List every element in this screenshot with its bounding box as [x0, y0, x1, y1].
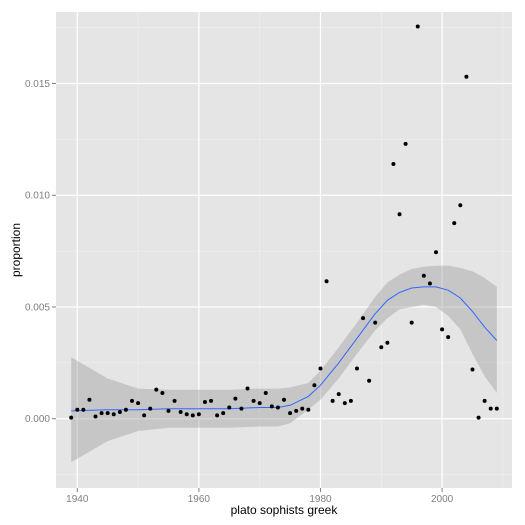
data-point — [269, 404, 274, 409]
data-point — [105, 411, 110, 416]
data-point — [87, 397, 92, 402]
data-points — [69, 24, 499, 420]
data-point — [336, 392, 341, 397]
y-axis-ticks: 0.000 0.005 0.010 0.015 — [25, 79, 56, 425]
data-point — [421, 273, 426, 278]
data-point — [196, 412, 201, 417]
data-point — [136, 401, 141, 406]
x-tick-label: 1960 — [188, 494, 211, 505]
data-point — [245, 386, 250, 391]
data-point — [342, 401, 347, 406]
data-point — [427, 281, 432, 286]
y-tick-label: 0.010 — [25, 191, 50, 202]
data-point — [202, 399, 207, 404]
data-point — [300, 406, 305, 411]
data-point — [75, 407, 80, 412]
data-point — [434, 250, 438, 255]
data-point — [397, 212, 402, 217]
data-point — [440, 327, 445, 332]
x-tick-label: 2000 — [431, 494, 454, 505]
data-point — [184, 412, 189, 417]
data-point — [348, 398, 353, 403]
x-tick-label: 1940 — [66, 494, 89, 505]
data-point — [257, 401, 262, 406]
data-point — [275, 405, 280, 410]
data-point — [464, 74, 469, 79]
data-point — [209, 398, 214, 403]
data-point — [403, 141, 408, 146]
data-point — [130, 398, 134, 403]
x-tick-label: 1980 — [309, 494, 332, 505]
plot-panel — [56, 12, 512, 488]
data-point — [93, 414, 98, 419]
data-point — [379, 345, 384, 350]
data-point — [330, 398, 335, 403]
data-point — [318, 366, 323, 371]
data-point — [69, 415, 74, 420]
data-point — [494, 406, 499, 411]
x-axis-ticks: 1940 1960 1980 2000 — [66, 488, 454, 505]
data-point — [166, 408, 171, 413]
data-point — [178, 410, 183, 415]
data-point — [312, 383, 317, 388]
data-point — [488, 406, 493, 411]
data-point — [354, 366, 359, 371]
data-point — [148, 406, 153, 411]
data-point — [117, 410, 122, 415]
data-point — [409, 320, 414, 325]
data-point — [227, 405, 232, 410]
data-point — [361, 316, 366, 321]
data-point — [221, 411, 226, 416]
data-point — [482, 398, 487, 403]
y-tick-label: 0.015 — [25, 79, 50, 90]
data-point — [385, 340, 390, 345]
data-point — [123, 407, 128, 412]
data-point — [324, 279, 329, 284]
data-point — [111, 412, 116, 417]
data-point — [215, 413, 220, 418]
data-point — [367, 378, 372, 383]
data-point — [458, 203, 463, 208]
y-tick-label: 0.005 — [25, 302, 50, 313]
data-point — [160, 391, 165, 396]
data-point — [282, 397, 286, 402]
y-tick-label: 0.000 — [25, 414, 50, 425]
data-point — [172, 398, 177, 403]
confidence-ribbon — [71, 265, 497, 463]
data-point — [251, 398, 256, 403]
data-point — [190, 413, 195, 418]
data-point — [391, 161, 396, 166]
data-point — [373, 320, 378, 325]
data-point — [294, 408, 299, 413]
data-point — [154, 387, 159, 392]
data-point — [233, 396, 238, 401]
data-point — [452, 221, 457, 226]
smooth-trend-line — [71, 286, 498, 412]
data-point — [476, 415, 481, 420]
y-axis-title: proportion — [9, 223, 23, 277]
data-point — [142, 413, 147, 418]
data-point — [81, 407, 86, 412]
data-point — [288, 411, 293, 416]
x-axis-title: plato sophists greek — [231, 503, 339, 517]
data-point — [239, 406, 244, 411]
data-point — [470, 367, 475, 372]
data-point — [263, 391, 268, 396]
data-point — [446, 335, 451, 340]
data-point — [415, 24, 420, 29]
data-point — [306, 407, 311, 412]
data-point — [99, 411, 104, 416]
